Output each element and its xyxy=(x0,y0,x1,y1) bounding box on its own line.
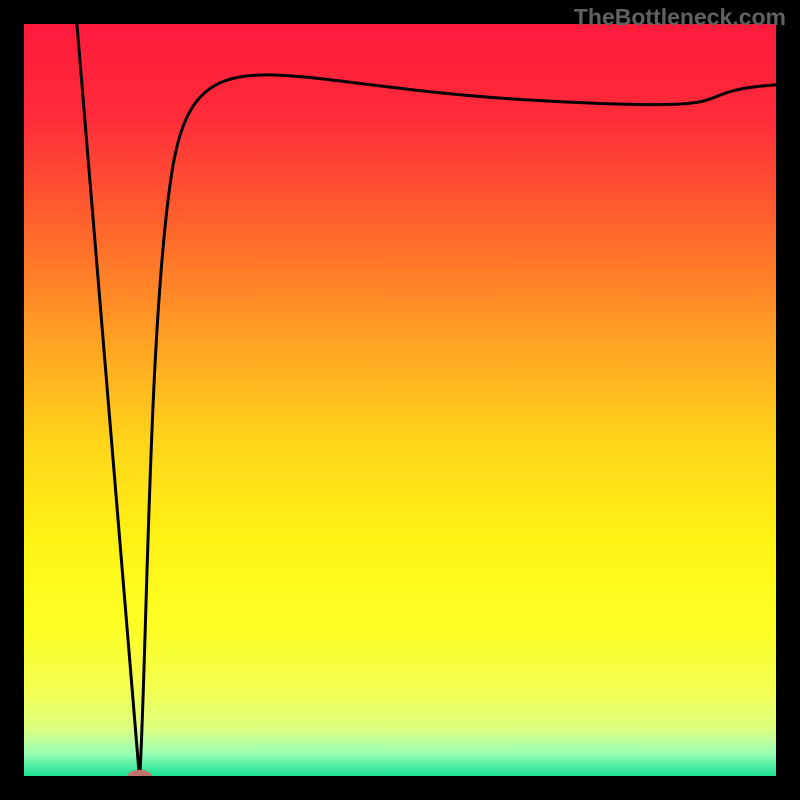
chart-svg xyxy=(0,0,800,800)
plot-background xyxy=(24,24,780,780)
watermark-text: TheBottleneck.com xyxy=(574,4,786,31)
bottleneck-chart: TheBottleneck.com xyxy=(0,0,800,800)
